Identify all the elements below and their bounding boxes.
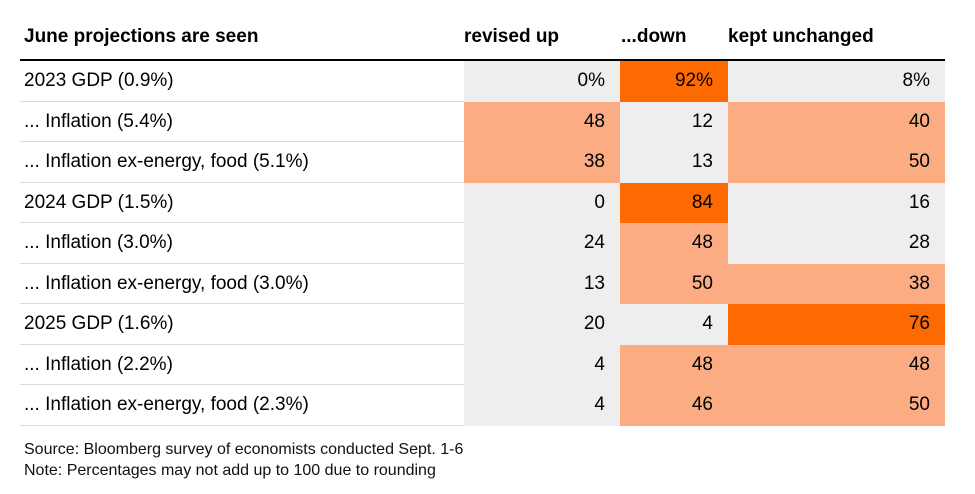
rounding-note: Note: Percentages may not add up to 100 … xyxy=(24,462,436,479)
table-row: ... Inflation (5.4%) 48 12 40 xyxy=(20,101,945,142)
value-cell: 4 xyxy=(620,304,728,345)
header-label-column: June projections are seen xyxy=(24,26,259,47)
row-label: 2024 GDP (1.5%) xyxy=(24,191,174,213)
value-cell: 8% xyxy=(728,61,945,102)
row-label: ... Inflation ex-energy, food (2.3%) xyxy=(24,394,309,415)
row-divider xyxy=(20,262,464,264)
table-row: 2023 GDP (0.9%) 0% 92% 8% xyxy=(20,61,945,102)
value-cell: 0% xyxy=(464,61,620,102)
value-cell: 0 xyxy=(464,182,620,223)
row-label: ... Inflation (2.2%) xyxy=(24,353,173,375)
table-header: June projections are seen revised up ...… xyxy=(0,18,975,58)
row-divider xyxy=(20,222,464,223)
table-row: ... Inflation (3.0%) 24 48 28 xyxy=(20,223,945,264)
row-divider xyxy=(20,141,464,142)
header-kept-unchanged: kept unchanged xyxy=(728,26,874,47)
value-cell: 48 xyxy=(620,223,728,264)
row-divider xyxy=(20,424,464,426)
row-divider xyxy=(20,343,464,345)
header-down: ...down xyxy=(621,26,687,47)
value-cell: 84 xyxy=(620,182,728,223)
value-cell: 13 xyxy=(464,263,620,304)
row-label: ... Inflation ex-energy, food (5.1%) xyxy=(24,151,309,172)
value-cell: 48 xyxy=(728,344,945,385)
row-label: ... Inflation ex-energy, food (3.0%) xyxy=(24,272,309,294)
row-divider xyxy=(20,181,464,183)
header-revised-up: revised up xyxy=(464,26,560,47)
row-divider xyxy=(20,100,464,102)
value-cell: 92% xyxy=(620,61,728,102)
row-label: 2023 GDP (0.9%) xyxy=(24,70,174,91)
value-cell: 28 xyxy=(728,223,945,264)
value-cell: 13 xyxy=(620,142,728,183)
value-cell: 24 xyxy=(464,223,620,264)
table-row: ... Inflation (2.2%) 4 48 48 xyxy=(20,344,945,385)
row-label: 2025 GDP (1.6%) xyxy=(24,313,174,334)
value-cell: 40 xyxy=(728,101,945,142)
row-divider xyxy=(20,384,464,385)
row-divider xyxy=(20,303,464,304)
table-row: ... Inflation ex-energy, food (5.1%) 38 13… xyxy=(20,142,945,183)
value-cell: 4 xyxy=(464,344,620,385)
row-label: ... Inflation (5.4%) xyxy=(24,110,173,132)
value-cell: 46 xyxy=(620,385,728,426)
table-row: ... Inflation ex-energy, food (2.3%) 4 46 5… xyxy=(20,385,945,426)
value-cell: 48 xyxy=(464,101,620,142)
source-note: Source: Bloomberg survey of economists c… xyxy=(24,441,464,458)
row-label: ... Inflation (3.0%) xyxy=(24,232,173,253)
value-cell: 20 xyxy=(464,304,620,345)
value-cell: 16 xyxy=(728,182,945,223)
value-cell: 12 xyxy=(620,101,728,142)
value-cell: 48 xyxy=(620,344,728,385)
header-rule xyxy=(20,59,945,61)
value-cell: 50 xyxy=(728,385,945,426)
value-cell: 4 xyxy=(464,385,620,426)
table-row: 2024 GDP (1.5%) 0 84 16 xyxy=(20,182,945,223)
table-row: ... Inflation ex-energy, food (3.0%) 13 50… xyxy=(20,263,945,304)
value-cell: 38 xyxy=(728,263,945,304)
value-cell: 76 xyxy=(728,304,945,345)
value-cell: 38 xyxy=(464,142,620,183)
value-cell: 50 xyxy=(620,263,728,304)
table-row: 2025 GDP (1.6%) 20 4 76 xyxy=(20,304,945,345)
value-cell: 50 xyxy=(728,142,945,183)
